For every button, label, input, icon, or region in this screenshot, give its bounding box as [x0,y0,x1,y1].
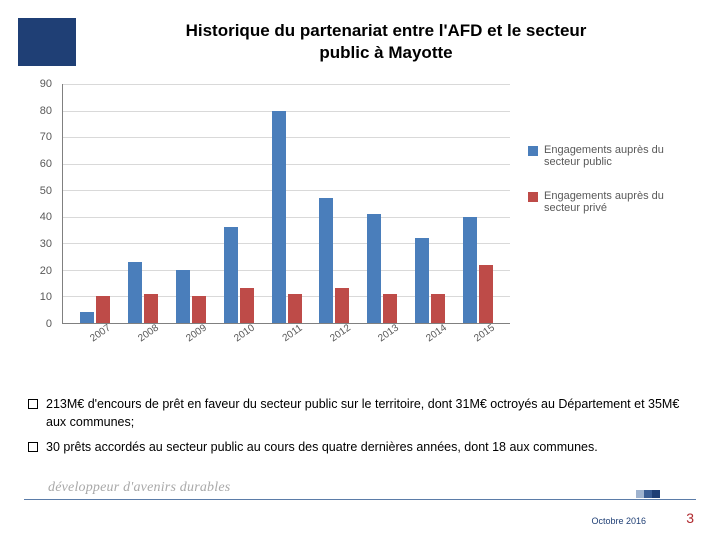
legend-label-public: Engagements auprès du secteur public [544,144,678,168]
bar-public [80,312,94,323]
title-line-2: public à Mayotte [319,43,452,62]
bullet-1: 213M€ d'encours de prêt en faveur du sec… [28,396,692,431]
bullet-marker-icon [28,442,38,452]
plot-container: 0102030405060708090 20072008200920102011… [30,84,510,354]
legend-swatch-public [528,146,538,156]
y-tick-label: 80 [40,105,52,117]
y-tick-label: 50 [40,185,52,197]
bar-public [224,227,238,323]
bar-group [310,84,358,323]
y-axis: 0102030405060708090 [30,84,58,324]
x-axis-labels: 200720082009201020112012201320142015 [62,324,510,354]
bar-group [215,84,263,323]
legend-item-public: Engagements auprès du secteur public [528,144,678,168]
y-tick-label: 40 [40,211,52,223]
y-tick-label: 0 [46,318,52,330]
bar-group [358,84,406,323]
y-tick-label: 90 [40,78,52,90]
footer-date: Octobre 2016 [591,516,646,526]
page-number: 3 [686,510,694,526]
bar-group [263,84,311,323]
bullet-2: 30 prêts accordés au secteur public au c… [28,439,692,457]
legend-swatch-private [528,192,538,202]
slide-title: Historique du partenariat entre l'AFD et… [76,18,696,64]
footer-block-3 [652,490,660,498]
footer-block-2 [644,490,652,498]
bar-public [272,111,286,323]
y-tick-label: 70 [40,131,52,143]
bar-group [454,84,502,323]
legend: Engagements auprès du secteur public Eng… [528,144,678,384]
bar-group [406,84,454,323]
bar-public [415,238,429,323]
bullet-2-text: 30 prêts accordés au secteur public au c… [46,439,598,457]
bar-groups [63,84,510,323]
y-tick-label: 60 [40,158,52,170]
bar-public [176,270,190,323]
chart-area: 0102030405060708090 20072008200920102011… [30,84,690,384]
footer-block-1 [636,490,644,498]
footer-brand-blocks [636,490,660,498]
plot [62,84,510,324]
footer-divider [24,499,696,500]
bar-group [119,84,167,323]
bar-group [167,84,215,323]
bar-public [128,262,142,323]
title-line-1: Historique du partenariat entre l'AFD et… [186,21,587,40]
header-accent-block [18,18,76,66]
bullet-1-text: 213M€ d'encours de prêt en faveur du sec… [46,396,692,431]
bar-public [319,198,333,323]
footer-tagline: développeur d'avenirs durables [48,480,230,496]
y-tick-label: 20 [40,265,52,277]
header: Historique du partenariat entre l'AFD et… [0,0,720,76]
bar-public [463,217,477,323]
bullet-list: 213M€ d'encours de prêt en faveur du sec… [0,384,720,457]
bar-group [71,84,119,323]
bullet-marker-icon [28,399,38,409]
legend-item-private: Engagements auprès du secteur privé [528,190,678,214]
bar-public [367,214,381,323]
y-tick-label: 10 [40,291,52,303]
y-tick-label: 30 [40,238,52,250]
legend-label-private: Engagements auprès du secteur privé [544,190,678,214]
